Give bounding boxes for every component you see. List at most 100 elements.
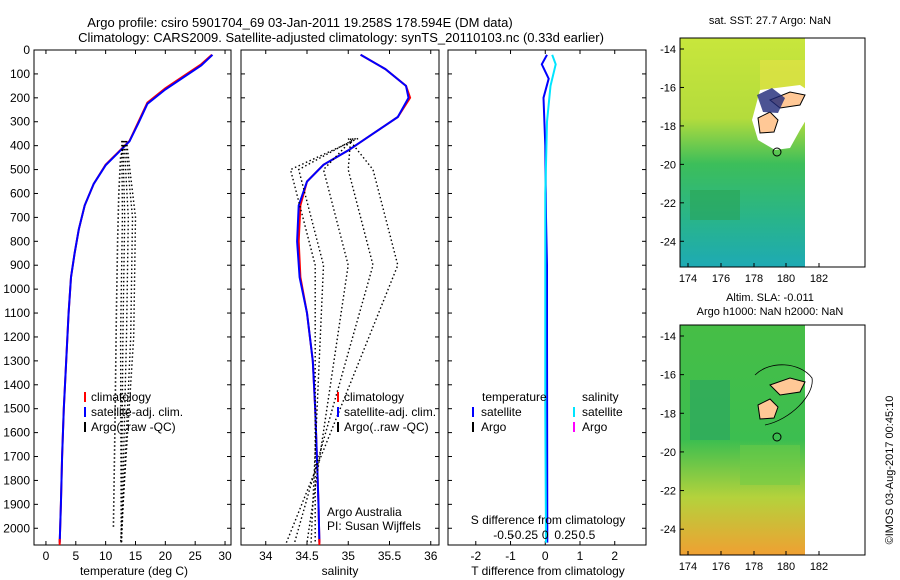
diff-legend-s-argo-swatch <box>573 422 575 432</box>
x-tick-label: -0.5 <box>493 528 514 542</box>
sal-legend-argo-label: Argo(..raw -QC) <box>344 420 429 434</box>
argo-raw-profile <box>119 140 137 543</box>
depth-tick-label: 1200 <box>3 330 30 344</box>
difference-salinity-ticks: -0.5-0.25 0 0.25 0.5 <box>493 528 595 542</box>
sla-map-frame <box>679 324 866 556</box>
legend-satellite-swatch <box>84 407 86 417</box>
depth-tick-label: 1700 <box>3 450 30 464</box>
sla-map-title-line2: Argo h1000: NaN h2000: NaN <box>697 306 844 318</box>
salinity-xlabel: salinity <box>322 564 359 578</box>
salinity-legend: climatology satellite-adj. clim. Argo(..… <box>337 390 436 434</box>
map-x-tick-label: 178 <box>745 273 763 285</box>
map-x-tick-label: 174 <box>679 273 697 285</box>
map-x-tick-label: 174 <box>679 561 697 573</box>
credit-argo-australia: Argo Australia <box>327 505 402 519</box>
x-tick-label: -0.25 <box>511 528 539 542</box>
x-tick-label: 10 <box>99 549 113 563</box>
diff-legend-t-argo-label: Argo <box>481 420 507 434</box>
depth-tick-label: 1600 <box>3 426 30 440</box>
diff-legend-t-satellite-label: satellite <box>481 405 522 419</box>
x-tick-label: 30 <box>218 549 232 563</box>
depth-tick-label: 0 <box>23 43 30 57</box>
depth-tick-label: 800 <box>10 234 30 248</box>
salinity-ticks: 34 34.5 35 35.5 36 <box>259 50 438 563</box>
difference-xlabel: T difference from climatology <box>471 564 625 578</box>
depth-tick-label: 500 <box>10 163 30 177</box>
difference-panel: -2 -1 0 1 2 temperature salinity satellite A… <box>447 49 647 578</box>
sst-map: sat. SST: 27.7 Argo: NaN 174 176 178 180 182… <box>660 15 866 285</box>
depth-tick-label: 1800 <box>3 473 30 487</box>
argo-raw-profile <box>119 140 124 543</box>
sla-map-ticks: 174 176 178 180 182 -14 -16 -18 -20 -22 -24 <box>660 331 828 573</box>
map-x-tick-label: 180 <box>777 273 795 285</box>
map-y-tick-label: -16 <box>660 370 676 382</box>
temperature-series <box>58 54 214 545</box>
map-x-tick-label: 176 <box>712 561 730 573</box>
sst-map-title: sat. SST: 27.7 Argo: NaN <box>709 15 831 27</box>
credit-pi-name: PI: Susan Wijffels <box>327 519 421 533</box>
difference-legend: temperature salinity satellite Argo sate… <box>472 390 623 434</box>
map-y-tick-label: -20 <box>660 159 676 171</box>
difference-depth-ticks <box>448 49 646 529</box>
argo-raw-profile <box>293 138 374 543</box>
x-tick-label: -1 <box>505 549 516 563</box>
imos-credit: ©IMOS 03-Aug-2017 00:45:10 <box>884 396 896 545</box>
sla-map: Altim. SLA: -0.011 Argo h1000: NaN h2000… <box>660 292 866 573</box>
map-y-tick-label: -24 <box>660 236 676 248</box>
x-tick-label: 0 <box>542 528 549 542</box>
x-tick-label: -2 <box>470 549 481 563</box>
diff-legend-s-satellite-label: satellite <box>582 405 623 419</box>
legend-salinity-heading: salinity <box>582 390 619 404</box>
map-y-tick-label: -20 <box>660 447 676 459</box>
sst-map-ticks: 174 176 178 180 182 -14 -16 -18 -20 -22 -24 <box>660 44 828 285</box>
salinity-series <box>285 53 412 545</box>
depth-tick-label: 400 <box>10 139 30 153</box>
sst-map-image <box>680 38 865 267</box>
sal-legend-climatology-label: climatology <box>344 390 404 404</box>
depth-tick-label: 1500 <box>3 402 30 416</box>
diff-legend-t-argo-swatch <box>472 422 474 432</box>
x-tick-label: 5 <box>72 549 79 563</box>
map-x-tick-label: 178 <box>745 561 763 573</box>
map-y-tick-label: -16 <box>660 82 676 94</box>
x-tick-label: 36 <box>424 549 438 563</box>
map-y-tick-label: -22 <box>660 486 676 498</box>
argo-raw-profile <box>285 138 399 543</box>
map-x-tick-label: 182 <box>810 273 828 285</box>
sla-map-image <box>680 325 865 555</box>
sst-map-frame <box>679 37 866 268</box>
x-tick-label: 20 <box>159 549 173 563</box>
map-x-tick-label: 176 <box>712 273 730 285</box>
argo-raw-profile <box>297 137 357 543</box>
temperature-xlabel: temperature (deg C) <box>80 564 188 578</box>
diff-legend-s-satellite-swatch <box>573 407 575 417</box>
x-tick-label: 15 <box>129 549 143 563</box>
depth-tick-label: 1900 <box>3 497 30 511</box>
depth-tick-label: 900 <box>10 258 30 272</box>
x-tick-label: 2 <box>611 549 618 563</box>
map-x-tick-label: 180 <box>777 561 795 573</box>
depth-tick-label: 300 <box>10 115 30 129</box>
map-y-tick-label: -22 <box>660 198 676 210</box>
x-tick-label: 0.5 <box>579 528 596 542</box>
x-tick-label: 35 <box>342 549 356 563</box>
legend-climatology-swatch <box>84 392 86 402</box>
salinity-axes <box>240 49 440 546</box>
diff-legend-s-argo-label: Argo <box>582 420 608 434</box>
argo-raw-profile <box>120 140 130 543</box>
x-tick-label: 1 <box>577 549 584 563</box>
temperature-ticks: 0 5 10 15 20 25 30 <box>43 50 232 563</box>
map-y-tick-label: -18 <box>660 408 676 420</box>
argo-raw-profile <box>120 140 126 543</box>
sal-legend-satellite-swatch <box>337 407 339 417</box>
map-y-tick-label: -18 <box>660 121 676 133</box>
salinity-panel: 34 34.5 35 35.5 36 climatology satellite-adj… <box>240 49 440 578</box>
figure-title-line2: Climatology: CARS2009. Satellite-adjuste… <box>78 30 604 45</box>
map-y-tick-label: -14 <box>660 331 676 343</box>
depth-tick-label: 700 <box>10 210 30 224</box>
difference-series <box>540 54 557 543</box>
argo-raw-profile <box>306 138 354 543</box>
argo-raw-profile <box>120 140 134 543</box>
sal-legend-argo-swatch <box>337 422 339 432</box>
